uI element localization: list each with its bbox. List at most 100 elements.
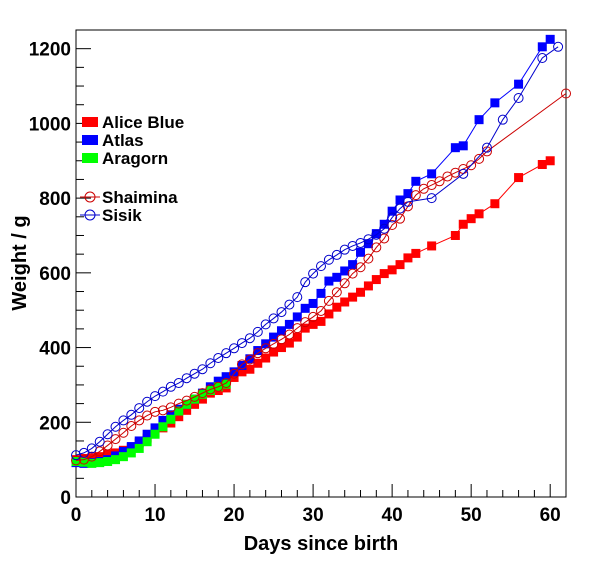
legend-swatch [84, 209, 96, 221]
series-atlas [71, 34, 555, 468]
data-point [410, 190, 421, 201]
data-point [284, 319, 294, 329]
data-point [150, 423, 160, 433]
data-point [323, 295, 334, 306]
data-point [466, 160, 477, 171]
data-point [245, 364, 255, 374]
data-point [86, 451, 97, 462]
data-point [316, 261, 326, 272]
data-point [213, 353, 224, 364]
data-point [221, 378, 232, 389]
data-point [426, 193, 437, 204]
y-tick-label: 800 [39, 189, 71, 210]
data-point [268, 313, 279, 324]
data-point [229, 372, 239, 382]
data-point [356, 287, 366, 297]
data-point [150, 429, 160, 439]
data-point [458, 141, 468, 151]
data-point [197, 364, 208, 375]
data-point [474, 209, 484, 219]
data-point [181, 373, 192, 384]
data-point [181, 395, 192, 406]
data-point [308, 311, 319, 322]
legend-swatch [84, 191, 96, 203]
data-point [103, 457, 113, 467]
legend-entry: Alice Blue [82, 113, 184, 132]
data-point [134, 403, 145, 414]
legend-entry: Shaimina [80, 188, 178, 207]
x-tick-label: 50 [461, 505, 482, 526]
data-point [268, 338, 279, 349]
data-point [513, 92, 524, 103]
data-point [229, 367, 239, 377]
legend-swatch [82, 153, 98, 163]
data-point [276, 326, 286, 336]
data-point [189, 368, 200, 379]
data-point [292, 323, 303, 334]
series-layer [71, 34, 571, 468]
data-point [395, 195, 405, 205]
data-point [442, 171, 453, 182]
data-point [490, 98, 500, 108]
data-point [79, 457, 89, 467]
data-point [236, 338, 247, 349]
data-point [142, 396, 153, 407]
x-tick-label: 30 [303, 505, 324, 526]
data-point [173, 378, 184, 389]
data-point [340, 297, 350, 307]
data-point [252, 348, 263, 359]
legend-entry: Atlas [82, 131, 144, 150]
data-point [411, 176, 421, 186]
data-point [450, 230, 460, 240]
data-point [434, 176, 445, 187]
data-point [545, 34, 555, 44]
data-point [371, 242, 382, 253]
data-point [418, 183, 429, 194]
data-point [324, 309, 334, 319]
data-point [260, 343, 271, 354]
data-point [347, 268, 358, 279]
data-point [95, 452, 105, 462]
data-point [174, 406, 184, 416]
data-point [221, 348, 232, 359]
data-point [158, 422, 168, 432]
legend-entry: Aragorn [82, 149, 168, 168]
data-point [387, 212, 398, 223]
data-point [142, 410, 153, 421]
series-aragorn [71, 379, 231, 468]
data-point [379, 269, 389, 279]
data-point [71, 455, 81, 466]
data-point [197, 388, 208, 399]
data-point [276, 343, 286, 353]
data-point [545, 156, 555, 166]
x-tick-label: 0 [71, 505, 82, 526]
y-axis-title: Weight / g [9, 215, 31, 310]
data-point [284, 329, 295, 340]
data-point [269, 347, 279, 357]
data-point [348, 292, 358, 302]
y-tick-label: 200 [39, 413, 71, 434]
data-point [450, 167, 461, 178]
data-point [387, 220, 398, 231]
data-point [458, 219, 468, 229]
data-point [284, 338, 294, 348]
series-line [75, 46, 559, 456]
data-point [94, 436, 105, 447]
data-point [205, 358, 216, 369]
data-point [134, 436, 144, 446]
data-point [190, 394, 200, 404]
data-point [339, 244, 350, 255]
data-point [332, 302, 342, 312]
data-point [182, 399, 192, 409]
data-point [221, 379, 231, 389]
series-line [75, 38, 551, 464]
data-point [403, 253, 413, 263]
data-point [229, 368, 240, 379]
legend-label: Atlas [102, 131, 144, 150]
data-point [340, 266, 350, 276]
data-point [118, 427, 129, 438]
data-point [466, 214, 476, 224]
data-point [331, 287, 342, 298]
data-point [87, 458, 97, 468]
